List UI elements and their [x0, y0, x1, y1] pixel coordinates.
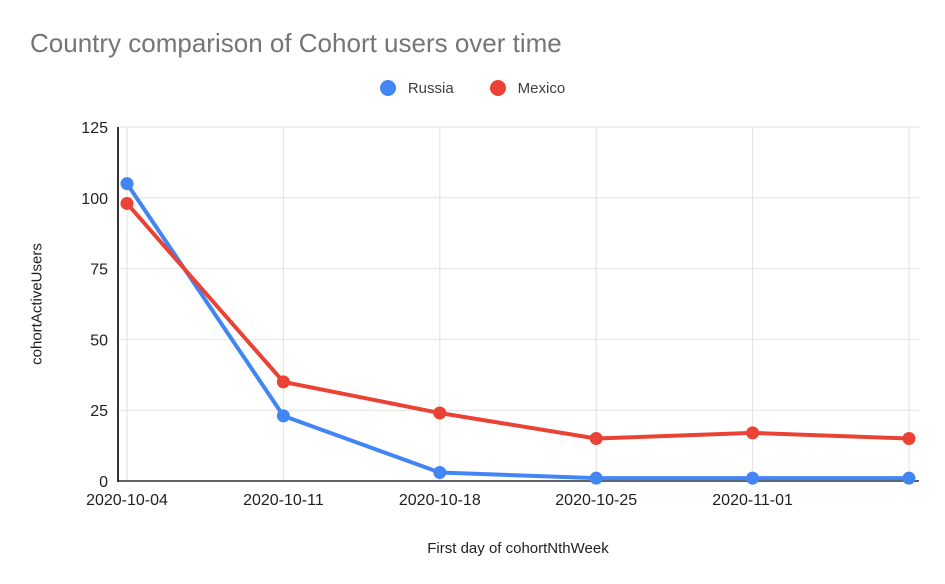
data-point-mexico[interactable] — [120, 196, 134, 210]
data-point-mexico[interactable] — [589, 432, 603, 446]
y-axis-title: cohortActiveUsers — [28, 243, 46, 365]
legend-label-russia: Russia — [407, 79, 454, 97]
x-tick-label: 2020-10-18 — [399, 492, 481, 509]
data-point-russia[interactable] — [120, 177, 134, 191]
y-tick-label: 100 — [81, 191, 108, 208]
data-point-mexico[interactable] — [746, 426, 760, 440]
x-tick-label: 2020-10-11 — [243, 492, 324, 509]
chart-title: Country comparison of Cohort users over … — [30, 28, 562, 58]
series-line-mexico[interactable] — [125, 201, 911, 441]
legend-dot-russia-icon — [379, 80, 396, 96]
y-tick-label: 0 — [99, 474, 108, 491]
data-point-russia[interactable] — [589, 471, 603, 485]
y-tick-label: 75 — [90, 262, 108, 279]
y-tick-label: 125 — [81, 120, 108, 137]
data-point-russia[interactable] — [746, 471, 760, 485]
x-tick-label: 2020-10-04 — [86, 492, 168, 509]
y-tick-label: 50 — [90, 332, 108, 349]
data-point-mexico[interactable] — [433, 406, 447, 420]
data-point-russia[interactable] — [433, 466, 447, 480]
x-tick-label: 2020-10-25 — [555, 492, 637, 509]
data-point-mexico[interactable] — [276, 375, 290, 389]
legend-label-mexico: Mexico — [517, 79, 566, 97]
x-axis-title: First day of cohortNthWeek — [427, 540, 609, 557]
legend-item-russia[interactable]: Russia — [379, 79, 454, 97]
data-point-russia[interactable] — [276, 409, 290, 423]
legend-item-mexico[interactable]: Mexico — [489, 79, 566, 97]
x-tick-label: 2020-11-01 — [712, 492, 793, 509]
legend-dot-mexico-icon — [489, 80, 506, 96]
y-tick-label: 25 — [90, 403, 108, 420]
legend: Russia Mexico — [0, 78, 945, 98]
data-point-russia[interactable] — [902, 471, 916, 485]
data-point-mexico[interactable] — [902, 432, 916, 446]
series-line-russia[interactable] — [125, 181, 911, 481]
